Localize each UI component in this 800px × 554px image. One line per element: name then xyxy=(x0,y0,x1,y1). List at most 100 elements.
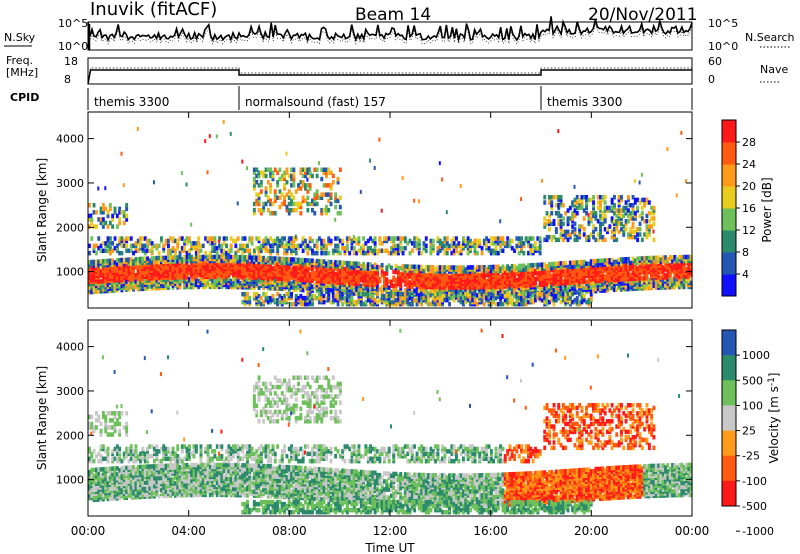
echo-cell xyxy=(259,189,263,194)
echo-cell xyxy=(157,255,161,261)
echo-cell xyxy=(208,238,212,244)
echo-cell xyxy=(280,173,284,179)
echo-cell xyxy=(564,260,568,266)
freq-ytick-top: 18 xyxy=(64,55,78,68)
echo-cell xyxy=(234,250,238,256)
echo-cell xyxy=(111,248,115,253)
echo-cell xyxy=(278,238,282,244)
echo-cell xyxy=(190,246,194,251)
echo-cell xyxy=(115,258,119,263)
echo-cell xyxy=(350,295,354,301)
echo-cell xyxy=(118,217,122,222)
echo-cell xyxy=(99,220,103,226)
echo-cell xyxy=(232,238,235,244)
echo-cell xyxy=(315,201,319,207)
echo-cell xyxy=(185,250,189,256)
echo-cell xyxy=(271,293,275,299)
echo-cell xyxy=(613,195,616,200)
beam-title: Beam 14 xyxy=(355,5,431,25)
echo-cell xyxy=(225,243,228,249)
echo-cell xyxy=(266,241,270,246)
echo-cell xyxy=(276,195,280,200)
echo-cell xyxy=(236,236,240,241)
echo-cell xyxy=(306,207,310,213)
freq-label: Freq. xyxy=(6,54,33,67)
echo-cell xyxy=(257,246,261,251)
echo-cell xyxy=(220,243,224,249)
echo-cell xyxy=(280,295,284,301)
nsky-traces xyxy=(87,16,693,50)
echo-cell xyxy=(125,213,129,219)
echo-cell xyxy=(255,255,259,260)
echo-cell xyxy=(141,236,145,241)
echo-cell xyxy=(164,255,168,261)
echo-cell xyxy=(222,241,226,246)
echo-cell xyxy=(255,246,259,251)
echo-cell xyxy=(239,246,242,251)
echo-cell xyxy=(97,259,101,264)
echo-cell xyxy=(252,183,256,188)
echo-cell xyxy=(115,224,119,229)
echo-cell xyxy=(304,238,307,244)
echo-cell xyxy=(478,238,482,244)
echo-cell xyxy=(269,170,273,176)
echo-cell xyxy=(129,257,133,262)
echo-cell xyxy=(148,238,152,244)
echo-cell xyxy=(129,248,133,253)
echo-cell xyxy=(122,238,126,244)
freq-trace xyxy=(87,69,692,85)
echo-cell xyxy=(259,301,263,307)
nsearch-ytick-bottom: 10^0 xyxy=(708,40,738,53)
echo-cell xyxy=(262,170,266,176)
freq-panel-frame xyxy=(87,57,693,85)
echo-cell xyxy=(120,151,123,156)
echo-cell xyxy=(106,243,110,249)
echo-cell xyxy=(143,250,147,256)
echo-cell xyxy=(417,199,420,204)
echo-cell xyxy=(278,299,282,305)
echo-cell xyxy=(139,243,142,249)
echo-cell xyxy=(122,257,126,263)
echo-cell xyxy=(257,255,261,261)
echo-cell xyxy=(376,291,379,297)
echo-cell xyxy=(92,243,96,249)
echo-cell xyxy=(573,184,576,189)
echo-cell xyxy=(88,224,91,229)
echo-cell xyxy=(190,243,194,249)
echo-cell xyxy=(541,178,543,183)
echo-cell xyxy=(183,273,187,278)
echo-cell xyxy=(136,274,140,280)
echo-cell xyxy=(480,250,484,256)
echo-cell xyxy=(269,189,273,194)
echo-cell xyxy=(280,280,284,286)
echo-cell xyxy=(273,167,277,172)
echo-cell xyxy=(252,291,256,297)
echo-cell xyxy=(250,241,254,246)
echo-cell xyxy=(561,203,565,208)
echo-cell xyxy=(106,258,110,264)
echo-cell xyxy=(136,248,140,253)
echo-cell xyxy=(127,236,131,241)
echo-cell xyxy=(171,236,175,241)
echo-cell xyxy=(197,258,201,264)
echo-cell xyxy=(357,236,361,241)
echo-cell xyxy=(197,248,201,253)
echo-cell xyxy=(199,262,203,268)
echo-cell xyxy=(129,273,133,278)
echo-cell xyxy=(220,254,224,260)
echo-cell xyxy=(222,268,226,274)
echo-cell xyxy=(148,248,152,253)
echo-cell xyxy=(197,262,201,268)
echo-cell xyxy=(248,248,252,253)
echo-cell xyxy=(378,276,382,282)
echo-cell xyxy=(104,206,108,212)
echo-cell xyxy=(257,170,261,176)
echo-cell xyxy=(136,256,140,262)
echo-cell xyxy=(95,210,98,215)
echo-cell xyxy=(257,195,261,200)
echo-cell xyxy=(269,167,273,172)
echo-cell xyxy=(199,272,203,278)
echo-cell xyxy=(115,268,119,273)
echo-cell xyxy=(194,250,198,256)
